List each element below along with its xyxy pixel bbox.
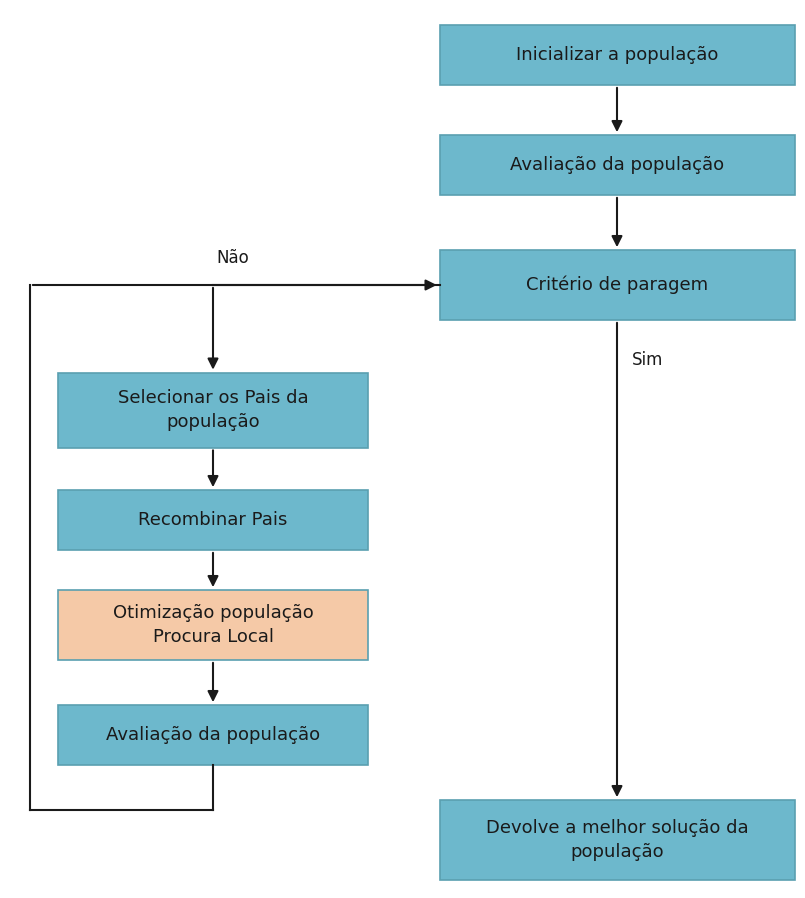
Text: Não: Não [217, 249, 250, 267]
FancyBboxPatch shape [58, 705, 368, 765]
Text: Critério de paragem: Critério de paragem [526, 276, 708, 295]
FancyBboxPatch shape [58, 373, 368, 447]
Text: Inicializar a população: Inicializar a população [516, 46, 718, 64]
FancyBboxPatch shape [440, 135, 795, 195]
Text: Devolve a melhor solução da
população: Devolve a melhor solução da população [485, 819, 749, 861]
Text: Selecionar os Pais da
população: Selecionar os Pais da população [118, 389, 308, 431]
FancyBboxPatch shape [58, 590, 368, 660]
Text: Avaliação da população: Avaliação da população [106, 726, 320, 744]
FancyBboxPatch shape [58, 490, 368, 550]
Text: Sim: Sim [632, 351, 663, 369]
Text: Avaliação da população: Avaliação da população [510, 156, 724, 174]
FancyBboxPatch shape [440, 250, 795, 320]
Text: Recombinar Pais: Recombinar Pais [138, 511, 287, 529]
Text: Otimização população
Procura Local: Otimização população Procura Local [113, 604, 313, 646]
FancyBboxPatch shape [440, 800, 795, 880]
FancyBboxPatch shape [440, 25, 795, 85]
